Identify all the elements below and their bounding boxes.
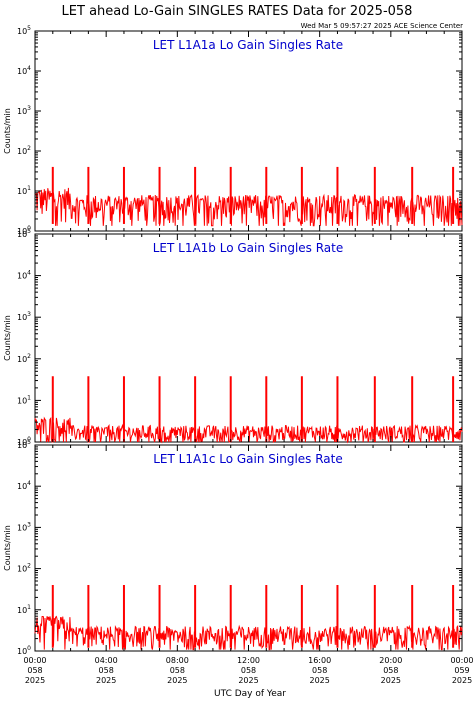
- svg-text:00:00: 00:00: [23, 656, 46, 665]
- chart-panel-1: 100 101 102 103 104 105 LET L1A1a Lo Gain Sing…: [3, 25, 463, 236]
- y-tick-label: 100: [17, 436, 31, 447]
- panel-title: LET L1A1a Lo Gain Singles Rate: [153, 38, 343, 52]
- y-tick-label: 102: [17, 145, 31, 156]
- y-tick-label: 103: [17, 105, 31, 116]
- svg-text:00:00: 00:00: [450, 656, 473, 665]
- svg-text:2025: 2025: [96, 676, 116, 685]
- plot-frame: [34, 444, 463, 652]
- panels: 100 101 102 103 104 105 LET L1A1a Lo Gain Sing…: [3, 25, 463, 656]
- svg-text:2025: 2025: [238, 676, 258, 685]
- data-series-baseline: [34, 615, 463, 651]
- chart-panel-2: 100 101 102 103 104 105 LET L1A1b Lo Gain Sing…: [3, 228, 463, 447]
- svg-text:12:00: 12:00: [237, 656, 260, 665]
- svg-text:2025: 2025: [167, 676, 187, 685]
- panel-title: LET L1A1b Lo Gain Singles Rate: [153, 241, 344, 255]
- y-tick-label: 101: [17, 604, 31, 615]
- y-tick-label: 105: [17, 439, 31, 450]
- y-tick-label: 101: [17, 394, 31, 405]
- y-tick-label: 100: [17, 225, 31, 236]
- x-axis-ticks: 00:00058202504:00058202508:00058202512:0…: [23, 656, 473, 685]
- svg-text:058: 058: [241, 666, 256, 675]
- y-tick-label: 103: [17, 311, 31, 322]
- svg-text:16:00: 16:00: [308, 656, 331, 665]
- y-tick-label: 102: [17, 353, 31, 364]
- y-axis-label: Counts/min: [3, 108, 12, 154]
- svg-text:20:00: 20:00: [379, 656, 402, 665]
- timestamp: Wed Mar 5 09:57:27 2025 ACE Science Cent…: [301, 22, 464, 30]
- svg-text:058: 058: [312, 666, 327, 675]
- y-tick-label: 104: [17, 270, 31, 281]
- svg-text:058: 058: [99, 666, 114, 675]
- y-tick-label: 100: [17, 645, 31, 656]
- plot-frame: [34, 233, 463, 443]
- y-tick-label: 101: [17, 185, 31, 196]
- svg-text:058: 058: [383, 666, 398, 675]
- svg-text:058: 058: [170, 666, 185, 675]
- y-tick-label: 103: [17, 521, 31, 532]
- panel-title: LET L1A1c Lo Gain Singles Rate: [153, 452, 343, 466]
- x-axis-label: UTC Day of Year: [214, 689, 286, 699]
- svg-text:059: 059: [454, 666, 469, 675]
- y-tick-label: 104: [17, 65, 31, 76]
- svg-text:04:00: 04:00: [95, 656, 118, 665]
- svg-text:2025: 2025: [25, 676, 45, 685]
- y-tick-label: 105: [17, 25, 31, 36]
- y-tick-label: 105: [17, 228, 31, 239]
- svg-text:2025: 2025: [309, 676, 329, 685]
- svg-text:2025: 2025: [452, 676, 472, 685]
- y-tick-label: 102: [17, 563, 31, 574]
- y-tick-label: 104: [17, 480, 31, 491]
- svg-text:2025: 2025: [381, 676, 401, 685]
- svg-text:08:00: 08:00: [166, 656, 189, 665]
- page-title: LET ahead Lo-Gain SINGLES RATES Data for…: [62, 4, 413, 19]
- data-series-baseline: [34, 187, 463, 227]
- svg-text:058: 058: [27, 666, 42, 675]
- chart-panel-3: 100 101 102 103 104 105 LET L1A1c Lo Gain Sing…: [3, 439, 463, 656]
- y-axis-label: Counts/min: [3, 315, 12, 361]
- y-axis-label: Counts/min: [3, 525, 12, 571]
